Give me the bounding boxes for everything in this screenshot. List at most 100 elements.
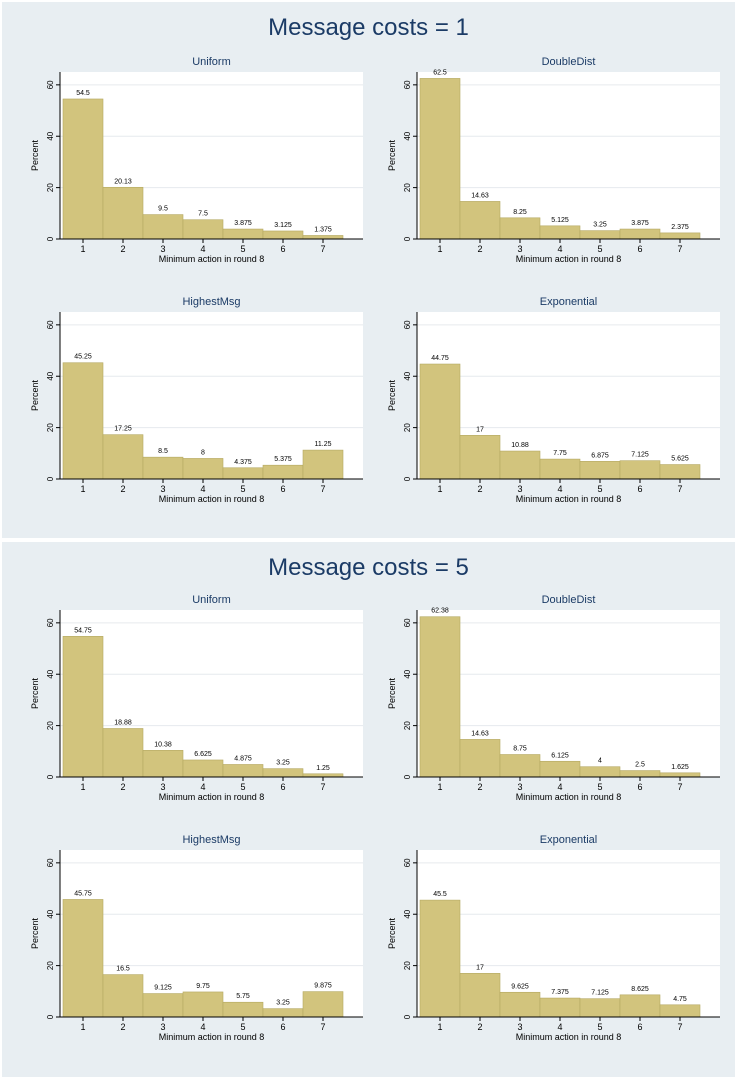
bar-6: [262, 464, 304, 480]
bar-1: [419, 899, 461, 1018]
data-label: 18.88: [114, 719, 132, 726]
chart-title: HighestMsg: [182, 296, 240, 308]
panel-message-costs-5: Message costs = 5 Uniform 0 20 40 60 54.75 1 18…: [2, 542, 735, 1077]
y-tick-label: 40: [403, 371, 412, 380]
y-tick-label: 20: [46, 183, 55, 192]
bar-7: [659, 232, 701, 240]
bar-7: [302, 449, 344, 480]
data-label: 7.125: [631, 452, 649, 459]
panel-title: Message costs = 5: [268, 554, 469, 581]
data-label: 45.75: [74, 890, 92, 897]
bar-1: [62, 362, 104, 480]
x-tick-label: 7: [677, 1022, 682, 1032]
x-tick-label: 4: [557, 782, 562, 792]
bar-6: [262, 1008, 304, 1018]
chart-title: HighestMsg: [182, 834, 240, 846]
data-label: 62.38: [431, 608, 449, 615]
bar-7: [302, 991, 344, 1018]
x-tick-label: 1: [437, 1022, 442, 1032]
y-tick-label: 40: [46, 909, 55, 918]
y-tick-label: 20: [403, 721, 412, 730]
bar-4: [182, 991, 224, 1018]
x-tick-label: 5: [240, 1022, 245, 1032]
data-label: 6.625: [194, 751, 212, 758]
y-tick-label: 0: [46, 476, 55, 481]
x-tick-label: 4: [200, 244, 205, 254]
y-tick-label: 0: [46, 774, 55, 779]
bar-5: [222, 467, 264, 480]
data-label: 7.75: [553, 450, 567, 457]
bar-6: [619, 770, 661, 778]
bar-4: [182, 219, 224, 240]
bar-3: [499, 217, 541, 240]
bar-chart-highestmsg: HighestMsg020406045.75116.529.12539.7545…: [30, 834, 363, 1042]
y-tick-label: 20: [46, 721, 55, 730]
chart-title: DoubleDist: [542, 594, 596, 606]
bar-4: [539, 760, 581, 778]
bar-2: [459, 435, 501, 480]
y-axis-label: Percent: [387, 139, 397, 171]
x-tick-label: 7: [677, 244, 682, 254]
x-tick-label: 5: [240, 484, 245, 494]
data-label: 10.38: [154, 741, 172, 748]
data-label: 54.75: [74, 627, 92, 634]
x-tick-label: 3: [160, 782, 165, 792]
bar-3: [499, 991, 541, 1018]
y-tick-label: 0: [403, 1014, 412, 1019]
x-axis-label: Minimum action in round 8: [516, 494, 622, 504]
data-label: 8.75: [513, 746, 527, 753]
y-tick-label: 40: [46, 131, 55, 140]
data-label: 10.88: [511, 442, 529, 449]
data-label: 16.5: [116, 966, 130, 973]
x-tick-label: 2: [120, 782, 125, 792]
data-label: 4.875: [234, 755, 252, 762]
bar-5: [579, 766, 621, 778]
x-tick-label: 2: [477, 782, 482, 792]
data-label: 4.75: [673, 996, 687, 1003]
bar-chart-highestmsg: HighestMsg 0 20 40 60 45.25 1 17.25 2 8.5 3 8 4 4.375…: [30, 296, 363, 504]
x-tick-label: 6: [280, 244, 285, 254]
data-label: 14.63: [471, 730, 489, 737]
chart-title: DoubleDist: [542, 56, 596, 68]
y-tick-label: 0: [46, 236, 55, 241]
bar-chart-doubledist: DoubleDist 0 20 40 60 62.5 1 14.63 2 8.25 3 5.125 4 3…: [387, 56, 720, 264]
x-tick-label: 5: [597, 782, 602, 792]
x-axis-label: Minimum action in round 8: [516, 1032, 622, 1042]
bar-1: [62, 899, 104, 1018]
data-label: 8.5: [158, 448, 168, 455]
y-axis-label: Percent: [387, 677, 397, 709]
x-tick-label: 4: [200, 484, 205, 494]
x-axis-label: Minimum action in round 8: [516, 792, 622, 802]
x-tick-label: 3: [160, 484, 165, 494]
bar-2: [459, 973, 501, 1018]
bar-chart-uniform: Uniform 0 20 40 60 54.5 1 20.13 2 9.5 3 7.5 4 3.875 5 3…: [30, 56, 363, 264]
data-label: 7.125: [591, 990, 609, 997]
bar-3: [142, 456, 184, 480]
y-tick-label: 60: [46, 80, 55, 89]
y-axis-label: Percent: [30, 917, 40, 949]
x-axis-label: Minimum action in round 8: [516, 254, 622, 264]
data-label: 45.5: [433, 891, 447, 898]
data-label: 5.625: [671, 456, 689, 463]
bar-3: [499, 754, 541, 778]
chart-title: Uniform: [192, 594, 231, 606]
y-axis-label: Percent: [387, 379, 397, 411]
data-label: 44.75: [431, 355, 449, 362]
x-tick-label: 3: [160, 1022, 165, 1032]
x-tick-label: 1: [80, 782, 85, 792]
x-tick-label: 7: [320, 782, 325, 792]
data-label: 1.25: [316, 765, 330, 772]
panel-title: Message costs = 1: [268, 14, 469, 41]
x-tick-label: 3: [517, 782, 522, 792]
y-tick-label: 60: [46, 618, 55, 627]
y-tick-label: 40: [46, 371, 55, 380]
bar-1: [62, 636, 104, 778]
data-label: 7.5: [198, 211, 208, 218]
bar-4: [539, 997, 581, 1018]
y-tick-label: 60: [46, 320, 55, 329]
data-label: 3.875: [234, 220, 252, 227]
data-label: 14.63: [471, 192, 489, 199]
data-label: 9.125: [154, 985, 172, 992]
x-axis-label: Minimum action in round 8: [159, 1032, 265, 1042]
bar-4: [182, 759, 224, 778]
